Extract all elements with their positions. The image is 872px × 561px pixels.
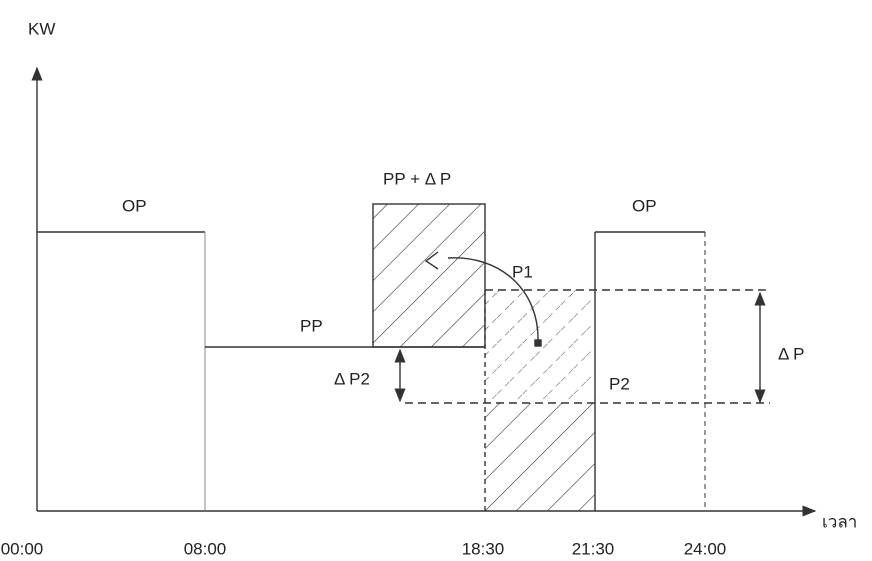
- region-label: P2: [609, 374, 630, 393]
- diagram: KW เวลา 00:00 08:00 18:30 21:30 24:00 OP…: [0, 0, 872, 561]
- x-axis-label: เวลา: [822, 512, 857, 531]
- region-label: PP: [300, 316, 323, 335]
- region-label: PP + Δ P: [383, 169, 451, 188]
- y-axis-label: KW: [28, 19, 55, 38]
- region-label: Δ P: [778, 344, 804, 363]
- region-label: P1: [512, 262, 533, 281]
- time-label: 24:00: [684, 539, 727, 558]
- region-label: Δ P2: [334, 369, 370, 388]
- region-label: OP: [632, 196, 657, 215]
- time-label: 08:00: [184, 539, 227, 558]
- time-label: 21:30: [572, 539, 615, 558]
- region-label: OP: [122, 196, 147, 215]
- time-label: 18:30: [462, 539, 505, 558]
- load-profile: [37, 204, 770, 511]
- time-label: 00:00: [1, 539, 44, 558]
